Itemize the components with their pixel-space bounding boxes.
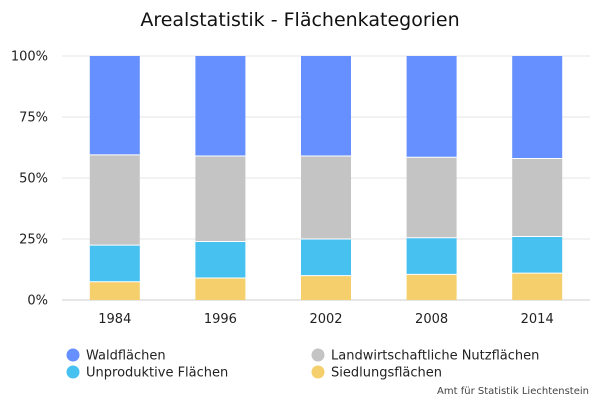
bar-group-1984 — [89, 56, 140, 300]
x-tick-label: 1996 — [204, 312, 237, 327]
bar-segment — [406, 157, 457, 238]
bar-segment — [301, 275, 351, 300]
bar-segment — [89, 56, 140, 155]
x-tick-label: 2002 — [309, 312, 342, 327]
x-axis-ticks: 1984 1996 2002 2008 2014 — [98, 312, 553, 327]
y-tick-label: 25% — [19, 233, 48, 248]
bar-segment — [512, 236, 563, 274]
bar-segment — [195, 241, 246, 279]
legend-swatch — [66, 348, 80, 362]
legend-label: Siedlungsflächen — [331, 366, 442, 381]
legend: Waldflächen Landwirtschaftliche Nutzfläch… — [66, 348, 540, 381]
bar-segment — [406, 274, 457, 300]
bar-segment — [301, 156, 351, 239]
y-tick-label: 100% — [11, 50, 48, 65]
y-axis-ticks: 0% 25% 50% 75% 100% — [11, 50, 48, 309]
legend-item[interactable]: Siedlungsflächen — [311, 365, 443, 381]
chart-title: Arealstatistik - Flächenkategorien — [140, 9, 459, 31]
bars — [89, 56, 563, 300]
legend-swatch — [311, 348, 325, 362]
bar-segment — [195, 156, 246, 242]
legend-label: Waldflächen — [86, 349, 166, 364]
legend-item[interactable]: Landwirtschaftliche Nutzflächen — [311, 348, 540, 364]
y-tick-label: 75% — [19, 111, 48, 126]
bar-segment — [512, 158, 563, 237]
x-tick-label: 1984 — [98, 312, 131, 327]
legend-label: Landwirtschaftliche Nutzflächen — [331, 349, 539, 364]
source-credit: Amt für Statistik Liechtenstein — [437, 386, 589, 397]
legend-swatch — [66, 365, 80, 379]
bar-segment — [89, 281, 140, 300]
x-tick-label: 2014 — [521, 312, 554, 327]
bar-segment — [195, 56, 246, 157]
y-tick-label: 50% — [19, 172, 48, 187]
legend-label: Unproduktive Flächen — [86, 366, 228, 381]
legend-item[interactable]: Waldflächen — [66, 348, 166, 364]
x-tick-label: 2008 — [415, 312, 448, 327]
bar-segment — [195, 278, 246, 300]
y-tick-label: 0% — [27, 294, 48, 309]
bar-group-2014 — [512, 56, 563, 300]
bar-segment — [512, 273, 563, 300]
bar-group-1996 — [195, 56, 246, 300]
bar-segment — [406, 56, 457, 158]
legend-swatch — [311, 365, 325, 379]
bar-segment — [512, 56, 563, 159]
bar-group-2008 — [406, 56, 457, 300]
bar-segment — [89, 154, 140, 246]
bar-group-2002 — [301, 56, 351, 300]
legend-item[interactable]: Unproduktive Flächen — [66, 365, 229, 381]
bar-segment — [301, 239, 351, 276]
bar-segment — [301, 56, 351, 157]
bar-segment — [406, 237, 457, 275]
bar-segment — [89, 245, 140, 282]
